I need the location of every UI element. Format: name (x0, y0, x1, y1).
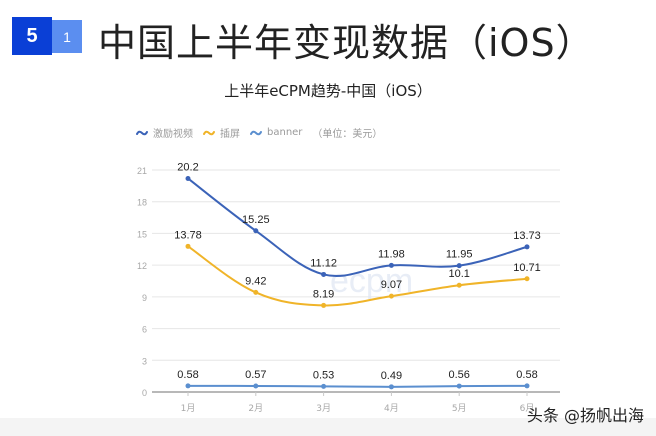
data-point[interactable] (253, 228, 259, 234)
x-tick-label: 2月 (248, 403, 263, 414)
x-tick-label: 3月 (316, 403, 331, 414)
data-label: 10.1 (448, 268, 469, 280)
series-line (187, 177, 528, 277)
data-label: 13.73 (513, 230, 541, 242)
legend-label: 插屏 (220, 129, 240, 140)
y-tick-label: 15 (137, 229, 147, 239)
chart-legend: 激励视频 插屏 banner （单位：美元） (136, 125, 382, 140)
wave-icon (250, 130, 262, 135)
data-label: 9.07 (381, 279, 402, 291)
y-tick-label: 21 (137, 166, 147, 176)
y-tick-label: 9 (142, 293, 147, 303)
legend-label: banner (267, 127, 303, 138)
data-point[interactable] (524, 276, 530, 282)
data-point[interactable] (456, 263, 462, 269)
unit-note: （单位：美元） (312, 129, 383, 140)
legend-label: 激励视频 (153, 129, 193, 140)
data-point[interactable] (253, 289, 259, 295)
page-title: 中国上半年变现数据（iOS） (98, 21, 595, 65)
data-point[interactable] (524, 244, 530, 250)
data-label: 15.25 (242, 214, 270, 226)
data-point[interactable] (321, 383, 327, 389)
section-number-badge: 5 (12, 17, 52, 55)
data-label: 13.78 (174, 229, 202, 241)
subsection-number-badge: 1 (52, 20, 82, 53)
data-point[interactable] (185, 243, 191, 249)
data-label: 11.98 (378, 248, 405, 260)
data-label: 10.71 (513, 262, 541, 274)
data-point[interactable] (388, 293, 394, 299)
wave-icon (136, 130, 148, 135)
data-label: 20.2 (177, 161, 198, 173)
x-tick-label: 5月 (452, 403, 467, 414)
data-label: 0.57 (245, 369, 266, 381)
data-label: 9.42 (245, 275, 266, 287)
data-point[interactable] (185, 175, 191, 181)
x-tick-label: 6月 (520, 403, 535, 414)
watermark: 头条 @扬帆出海 (526, 406, 644, 425)
data-point[interactable] (524, 383, 530, 389)
legend-item-reward-video[interactable]: 激励视频 (136, 125, 193, 140)
data-label: 0.56 (448, 369, 469, 381)
data-point[interactable] (321, 302, 327, 308)
y-tick-label: 18 (137, 198, 147, 208)
data-point[interactable] (456, 282, 462, 288)
data-label: 11.12 (310, 257, 337, 269)
x-tick-label: 1月 (181, 403, 196, 414)
data-label: 11.95 (446, 249, 473, 261)
legend-item-interstitial[interactable]: 插屏 (203, 125, 240, 140)
y-tick-label: 0 (142, 388, 147, 398)
data-label: 0.49 (381, 370, 402, 382)
footer-band (0, 418, 656, 436)
legend-item-banner[interactable]: banner (250, 127, 302, 138)
data-label: 0.58 (516, 369, 537, 381)
data-point[interactable] (185, 383, 191, 389)
data-point[interactable] (253, 383, 259, 389)
chart-title: 上半年eCPM趋势-中国（iOS） (224, 82, 432, 100)
data-point[interactable] (456, 383, 462, 389)
data-point[interactable] (388, 262, 394, 268)
y-tick-label: 12 (137, 261, 147, 271)
data-label: 8.19 (313, 288, 334, 300)
series-line (187, 384, 528, 388)
x-tick-label: 4月 (384, 403, 399, 414)
data-label: 0.58 (177, 369, 198, 381)
wave-icon (203, 130, 215, 135)
y-tick-label: 3 (142, 356, 147, 366)
series-line (187, 245, 528, 307)
y-tick-label: 6 (142, 325, 147, 335)
data-label: 0.53 (313, 369, 334, 381)
data-point[interactable] (321, 271, 327, 277)
data-point[interactable] (388, 384, 394, 390)
